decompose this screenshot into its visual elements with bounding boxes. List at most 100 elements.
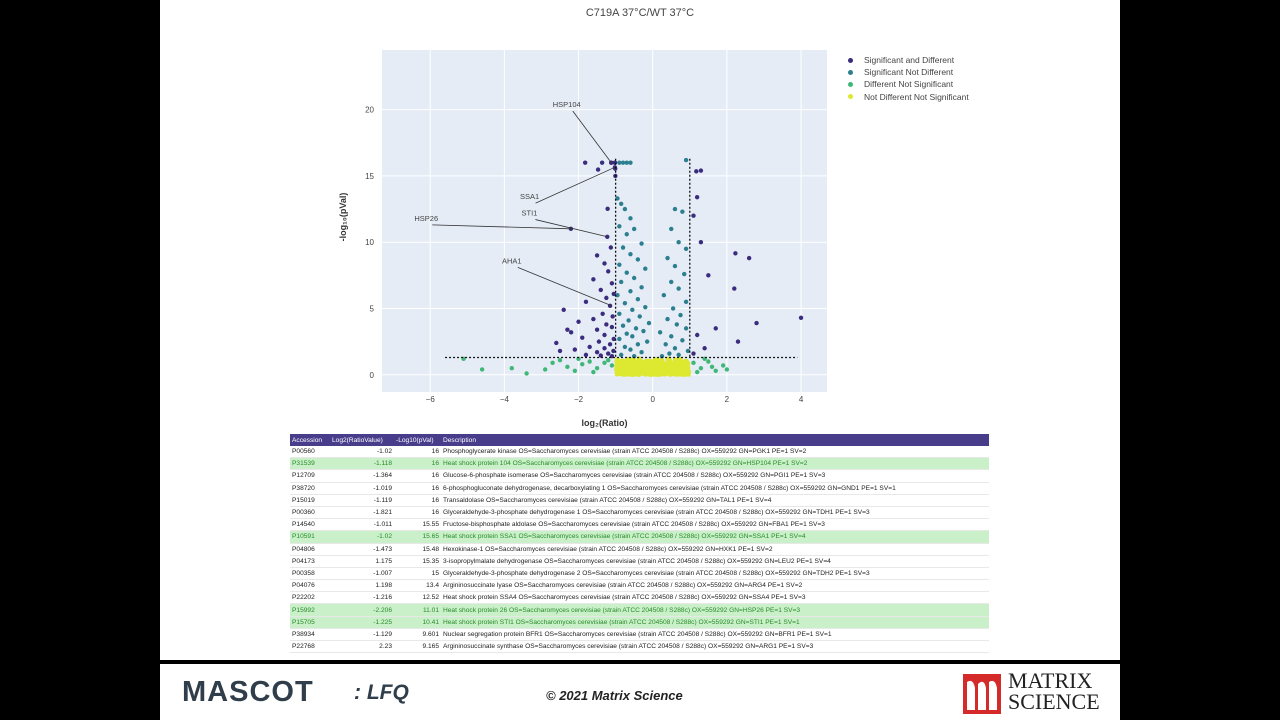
table-row[interactable]: P00360 -1.821 16 Glyceraldehyde-3-phosphate… <box>290 506 989 520</box>
annotation-arrow <box>572 110 612 163</box>
cell-pval: 15.55 <box>394 518 441 532</box>
column-header[interactable]: Accession <box>290 434 330 446</box>
point-not-different-not-significant <box>631 365 637 370</box>
table-row[interactable]: P04806 -1.473 15.48 Hexokinase-1 OS=Sacchar… <box>290 543 989 556</box>
point-not-different-not-significant <box>636 363 641 369</box>
cell-desc: Transaldolase OS=Saccharomyces cerevisia… <box>441 494 989 507</box>
x-tick-label: 0 <box>650 395 655 404</box>
point-significant-and-different <box>594 327 600 332</box>
table-header: Accession Log2(RatioValue) -Log10(pVal) Des… <box>290 434 989 446</box>
table-row[interactable]: P10591 -1.02 15.65 Heat shock protein SSA1 … <box>290 530 989 544</box>
point-significant-not-different <box>631 275 637 281</box>
point-different-not-significant <box>695 369 700 375</box>
x-tick-label: 2 <box>725 395 730 404</box>
table-row[interactable]: P04076 1.198 13.4 Argininosuccinate lyase O… <box>290 579 989 593</box>
point-not-different-not-significant <box>667 372 673 377</box>
table-row[interactable]: P04173 1.175 15.35 3-isopropylmalate dehydr… <box>290 555 989 568</box>
point-significant-not-different <box>672 346 678 351</box>
legend-item[interactable]: Significant Not Different <box>846 66 969 78</box>
table-row[interactable]: P12709 -1.364 16 Glucose-6-phosphate isomer… <box>290 469 989 483</box>
table-row[interactable]: P38934 -1.129 9.601 Nuclear segregation pro… <box>290 628 989 642</box>
table-row[interactable]: P15705 -1.225 10.41 Heat shock protein STI1… <box>290 616 989 629</box>
table-row[interactable]: P14540 -1.011 15.55 Fructose-bisphosphate a… <box>290 518 989 532</box>
cell-log2: -1.119 <box>330 494 394 507</box>
point-significant-not-different <box>657 330 663 335</box>
point-significant-not-different <box>676 240 681 245</box>
point-not-different-not-significant <box>619 364 625 370</box>
point-not-different-not-significant <box>655 359 661 365</box>
point-significant-and-different <box>587 344 592 350</box>
point-significant-and-different <box>594 253 600 258</box>
point-significant-not-different <box>622 206 628 212</box>
table-body: P00560 -1.02 16 Phosphoglycerate kinase OS=… <box>290 446 989 654</box>
cell-desc: Glyceraldehyde-3-phosphate dehydrogenase… <box>441 567 989 581</box>
cell-desc: Glyceraldehyde-3-phosphate dehydrogenase… <box>441 506 989 520</box>
cell-pval: 13.4 <box>394 579 441 593</box>
point-different-not-significant <box>606 357 611 363</box>
point-significant-and-different <box>582 160 588 165</box>
point-not-different-not-significant <box>621 359 626 365</box>
legend-item[interactable]: Different Not Significant <box>846 78 969 90</box>
point-significant-not-different <box>624 160 629 165</box>
slide: C719A 37°C/WT 37°C −6 −4 −2 0 2 4 0 5 10 15 20 log₂… <box>160 0 1120 660</box>
point-significant-not-different <box>639 285 644 290</box>
point-significant-and-different <box>713 326 718 331</box>
point-significant-not-different <box>643 266 648 271</box>
cell-acc: P14540 <box>290 518 330 532</box>
table-row[interactable]: P15992 -2.206 11.01 Heat shock protein 26 O… <box>290 603 989 617</box>
point-significant-and-different <box>732 286 737 291</box>
point-significant-and-different <box>576 319 581 324</box>
annotation-label: STI1 <box>521 209 537 218</box>
table-row[interactable]: P31539 -1.118 16 Heat shock protein 104 OS=… <box>290 457 989 471</box>
point-significant-not-different <box>635 257 641 262</box>
legend-label: Different Not Significant <box>864 79 954 90</box>
cell-acc: P15992 <box>290 603 330 617</box>
point-significant-and-different <box>695 332 700 338</box>
point-different-not-significant <box>572 368 578 373</box>
point-not-different-not-significant <box>645 366 650 372</box>
point-significant-not-different <box>680 209 685 214</box>
table-row[interactable]: P15019 -1.119 16 Transaldolase OS=Saccharom… <box>290 494 989 507</box>
column-header[interactable]: -Log10(pVal) <box>394 434 441 446</box>
point-significant-not-different <box>672 206 678 212</box>
table-row[interactable]: P22202 -1.216 12.52 Heat shock protein SSA4… <box>290 591 989 605</box>
cell-desc: Fructose-bisphosphate aldolase OS=Saccha… <box>441 518 989 532</box>
cell-pval: 16 <box>394 482 441 495</box>
point-significant-not-different <box>678 312 683 318</box>
point-significant-and-different <box>599 160 605 165</box>
legend-item[interactable]: Significant and Different <box>846 54 969 66</box>
table-row[interactable]: P22768 2.23 9.165 Argininosuccinate synthas… <box>290 640 989 654</box>
cell-log2: -1.118 <box>330 457 394 471</box>
point-significant-and-different <box>598 287 603 293</box>
point-not-different-not-significant <box>647 370 653 375</box>
cell-log2: -1.019 <box>330 482 394 495</box>
point-significant-and-different <box>591 277 596 282</box>
table-row[interactable]: P00560 -1.02 16 Phosphoglycerate kinase OS=… <box>290 446 989 459</box>
company-name-line1: MATRIX <box>1008 668 1093 693</box>
point-significant-and-different <box>561 307 566 313</box>
point-significant-not-different <box>637 314 642 319</box>
point-significant-and-different <box>605 206 610 212</box>
point-significant-and-different <box>702 346 707 351</box>
point-significant-and-different <box>554 340 559 346</box>
cell-acc: P22202 <box>290 591 330 605</box>
point-significant-and-different <box>691 351 696 356</box>
point-not-different-not-significant <box>617 359 622 364</box>
point-significant-not-different <box>628 289 633 294</box>
point-significant-not-different <box>618 352 624 358</box>
table-row[interactable]: P38720 -1.019 16 6-phosphogluconate dehydro… <box>290 482 989 495</box>
point-significant-and-different <box>754 320 759 326</box>
legend-label: Significant Not Different <box>864 67 954 78</box>
cell-acc: P00560 <box>290 446 330 459</box>
point-not-different-not-significant <box>667 363 673 368</box>
point-significant-not-different <box>639 241 644 246</box>
point-not-different-not-significant <box>677 359 682 364</box>
point-significant-not-different <box>646 320 652 326</box>
column-header[interactable]: Description <box>441 434 989 446</box>
legend-item[interactable]: Not Different Not Significant <box>846 91 969 103</box>
point-not-different-not-significant <box>628 360 634 366</box>
table-row[interactable]: P00358 -1.007 15 Glyceraldehyde-3-phosphate… <box>290 567 989 581</box>
column-header[interactable]: Log2(RatioValue) <box>330 434 394 446</box>
point-significant-not-different <box>617 224 622 229</box>
point-significant-not-different <box>622 344 628 350</box>
